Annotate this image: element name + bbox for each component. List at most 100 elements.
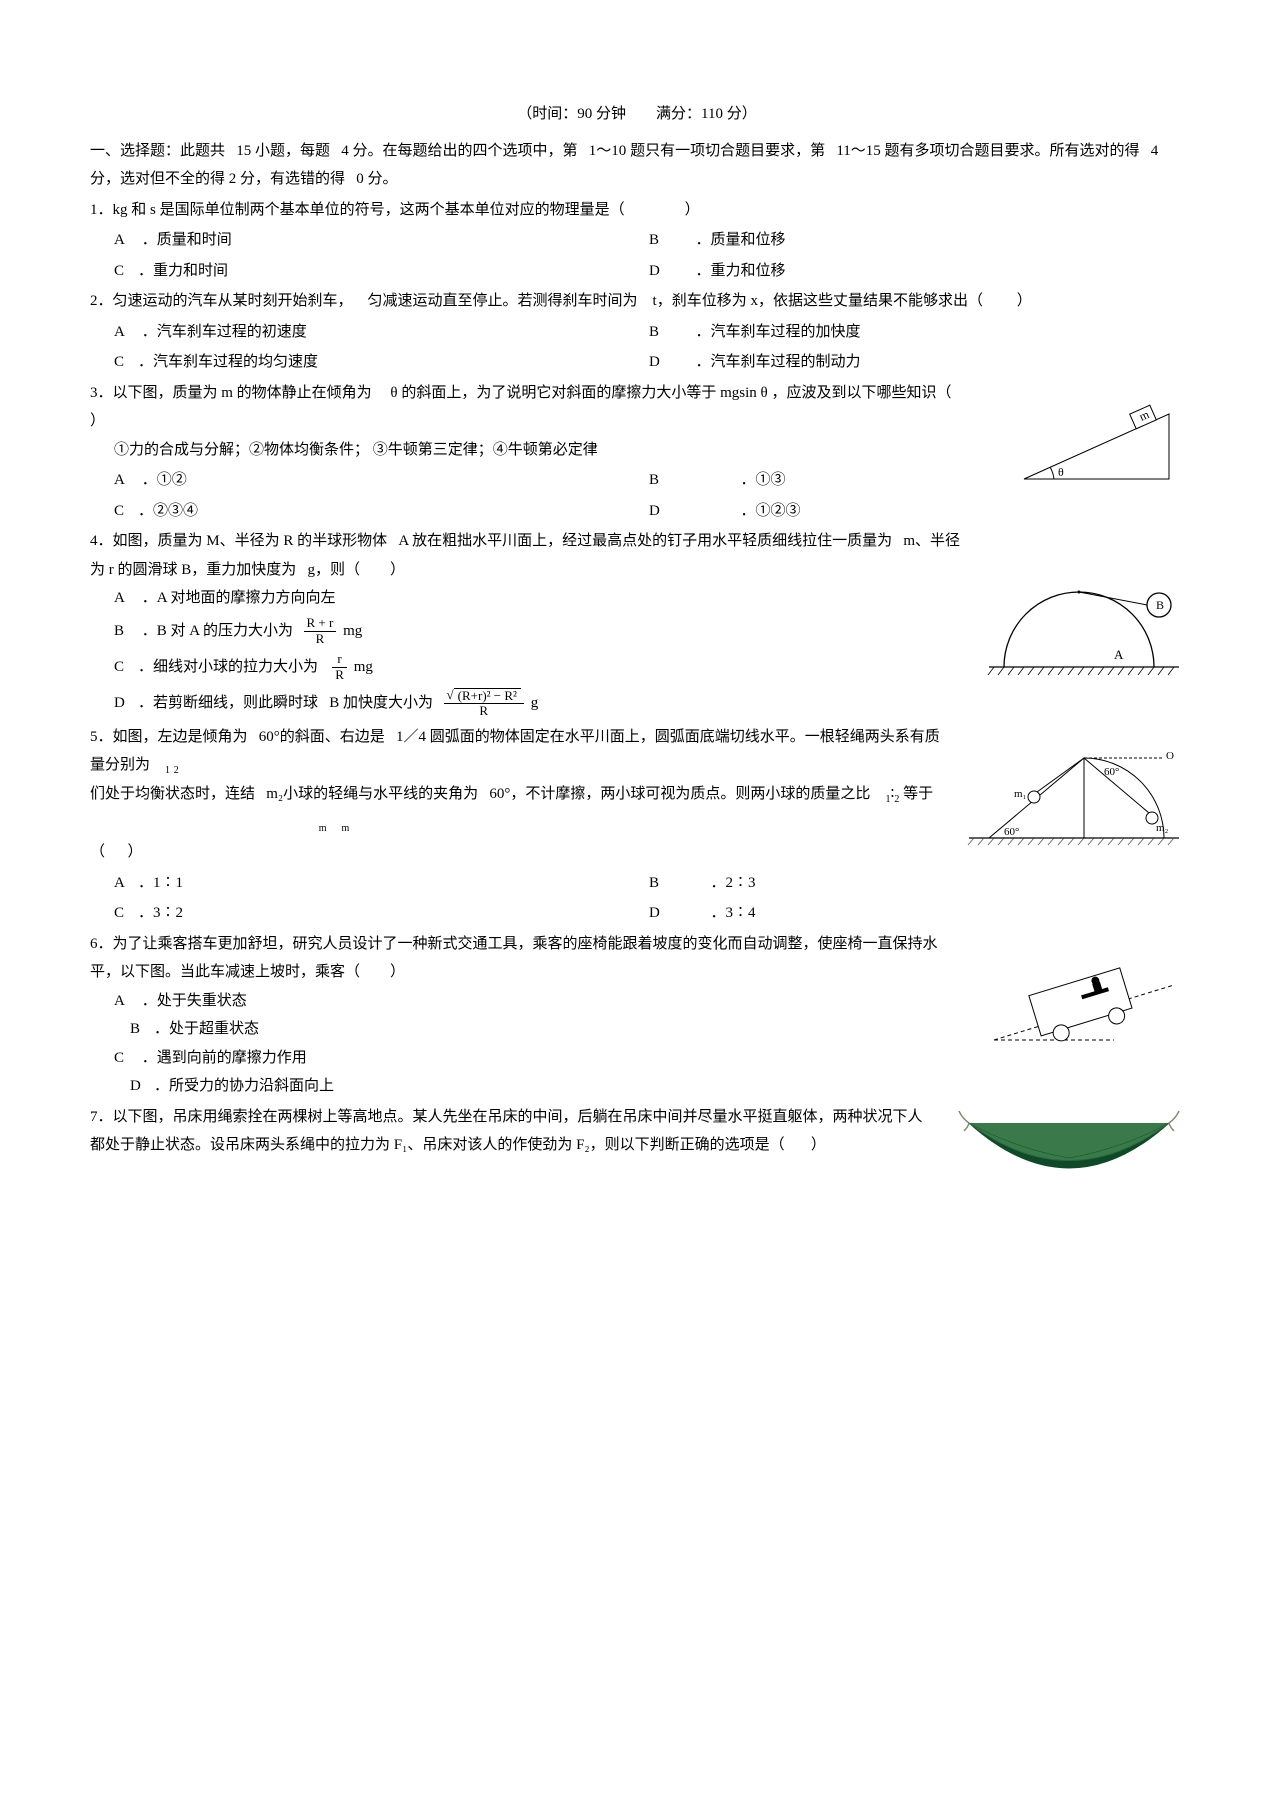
q3-B: ．①③: [741, 472, 786, 488]
q5-B: ．2∶3: [711, 875, 756, 891]
q2-B-label: B: [649, 318, 673, 347]
q5-text: m₂小球的轻绳与水平线的夹角为: [266, 786, 478, 802]
q5-paren-close: ）: [128, 844, 143, 860]
q3-C-label: C: [114, 497, 138, 526]
q4-A: ．A 对地面的摩擦力方向向左: [142, 590, 336, 606]
instr-text: 分。: [368, 171, 398, 187]
fig-m1: m₁: [1014, 788, 1027, 800]
time-value: 90: [577, 106, 592, 122]
q4-block: 4．如图，质量为 M、半径为 R 的半球形物体 A 放在粗拙水平川面上，经过最高…: [90, 527, 1184, 721]
q1-C-label: C: [114, 257, 138, 286]
q2-paren: ）: [1017, 293, 1032, 309]
sub1: 1: [165, 765, 170, 776]
q5-options-row2: C．3∶2 D ．3∶4: [90, 899, 1184, 928]
incline-diagram-icon: m θ: [1014, 399, 1184, 489]
sqrt-inner: (R+r)² − R²: [454, 688, 521, 703]
q5-C-label: C: [114, 899, 138, 928]
q7-text: 7．以下图，吊床用绳索拴在两棵树上等高地点。某人先坐在吊床的中间，后躺在吊床中间…: [90, 1109, 923, 1154]
fig-B-label: B: [1156, 598, 1164, 612]
instr-full: 4: [1151, 143, 1159, 159]
instr-range: 11～15: [836, 143, 880, 159]
q2-C: ．汽车刹车过程的均匀速度: [138, 354, 318, 370]
q3-D: ．①②③: [741, 503, 801, 519]
instr-count: 15: [236, 143, 251, 159]
q1-D-label: D: [649, 257, 673, 286]
instr-text: 题只有一项切合题目要求，第: [630, 143, 825, 159]
q1-stem: 1．kg 和 s 是国际单位制两个基本单位的符号，这两个基本单位对应的物理量是（…: [90, 196, 1184, 225]
q3-statements: ①力的合成与分解；②物体均衡条件； ③牛顿第三定律；④牛顿第必定律: [90, 436, 994, 465]
q5-A: ．1∶1: [138, 875, 183, 891]
q5-text: 5．如图，左边是倾角为: [90, 729, 248, 745]
q6-D: ．所受力的协力沿斜面向上: [154, 1078, 334, 1094]
q6-D-label: D: [130, 1072, 154, 1101]
exam-header: （时间：90 分钟 满分：110 分）: [90, 100, 1184, 129]
frac-num: R + r: [304, 616, 337, 631]
q5-text: 60°的斜面、右边是: [259, 729, 385, 745]
q4-B-fraction: R + rR: [304, 616, 337, 646]
vehicle-slope-diagram-icon: [984, 945, 1184, 1055]
instr-text: 分，选对但不全的得 2 分，有选错的得: [90, 171, 345, 187]
q4-D-post: g: [531, 695, 539, 711]
ratio2: 2: [894, 794, 899, 805]
q2-A-label: A: [114, 318, 138, 347]
q3-paren: ）: [90, 413, 105, 429]
sub2: 2: [174, 765, 179, 776]
q4-text: g，则（: [308, 562, 361, 578]
frac-den: R: [304, 632, 337, 646]
instr-range: 1～10: [589, 143, 627, 159]
q1-A: ．质量和时间: [142, 232, 232, 248]
q1-B-label: B: [649, 226, 673, 255]
q4-paren: ）: [390, 562, 405, 578]
q6-C: ．遇到向前的摩擦力作用: [142, 1050, 307, 1066]
fig-angle-a: 60°: [1004, 826, 1019, 838]
q1-A-label: A: [114, 226, 138, 255]
q4-C-post: mg: [354, 659, 373, 675]
q3-text: θ 的斜面上，为了说明它对斜面的摩擦力大小等于 mgsin θ ，应波及到以下哪…: [390, 385, 951, 401]
score-label: 满分：: [656, 106, 701, 122]
q7-block: 7．以下图，吊床用绳索拴在两棵树上等高地点。某人先坐在吊床的中间，后躺在吊床中间…: [90, 1103, 1184, 1160]
q5-options-row1: A．1∶1 B ．2∶3: [90, 869, 1184, 898]
fig-theta-label: θ: [1058, 465, 1064, 479]
q2-text: 2．匀速运动的汽车从某时刻开始刹车，: [90, 293, 353, 309]
instr-text: 小题，每题: [255, 143, 330, 159]
ratio1: 1: [885, 794, 890, 805]
q6-A-label: A: [114, 987, 138, 1016]
fig-O: O: [1166, 750, 1174, 762]
q5-eq: 等于: [903, 786, 933, 802]
q3-A-label: A: [114, 466, 138, 495]
q5-A-label: A: [114, 869, 138, 898]
time-label: （时间：: [517, 106, 577, 122]
q4-C-fraction: rR: [332, 652, 347, 682]
q1-D: ．重力和位移: [696, 263, 786, 279]
q2-A: ．汽车刹车过程的初速度: [142, 324, 307, 340]
q1-C: ．重力和时间: [138, 263, 228, 279]
q2-options-row2: C．汽车刹车过程的均匀速度 D ．汽车刹车过程的制动力: [90, 348, 1184, 377]
q2-stem: 2．匀速运动的汽车从某时刻开始刹车， 匀减速运动直至停止。若测得刹车时间为 t，…: [90, 287, 1184, 316]
q5-text: 们处于均衡状态时，连结: [90, 786, 255, 802]
q6-C-label: C: [114, 1044, 138, 1073]
frac-den: R: [332, 668, 347, 682]
q4-D-mid: B 加快度大小为: [329, 695, 433, 711]
q7-paren: ）: [811, 1137, 826, 1153]
q4-D-pre: ．若剪断细线，则此瞬时球: [138, 695, 318, 711]
q5-block: 5．如图，左边是倾角为 60°的斜面、右边是 1／4 圆弧面的物体固定在水平川面…: [90, 723, 1184, 867]
q4-B-pre: ．B 对 A 的压力大小为: [142, 623, 293, 639]
q4-B-label: B: [114, 613, 138, 649]
q3-block: 3．以下图，质量为 m 的物体静止在倾角为 θ 的斜面上，为了说明它对斜面的摩擦…: [90, 379, 1184, 465]
instr-text: 一、选择题：此题共: [90, 143, 225, 159]
fig-m2: m₂: [1156, 822, 1169, 834]
q2-D: ．汽车刹车过程的制动力: [696, 354, 861, 370]
q4-D-label: D: [114, 685, 138, 721]
q6-B-label: B: [130, 1015, 154, 1044]
instr-per: 4: [341, 143, 349, 159]
q6-A: ．处于失重状态: [142, 993, 247, 1009]
q6-text: 6．为了让乘客搭车更加舒坦，研究人员设计了一种新式交通工具，乘客的座椅能跟着坡度…: [90, 936, 938, 981]
frac-num: r: [332, 652, 347, 667]
q5-D: ．3∶4: [711, 905, 756, 921]
hammock-diagram-icon: [954, 1103, 1184, 1213]
section-instructions: 一、选择题：此题共 15 小题，每题 4 分。在每题给出的四个选项中，第 1～1…: [90, 137, 1184, 194]
q1-options-row2: C．重力和时间 D ．重力和位移: [90, 257, 1184, 286]
fig-angle-b: 60°: [1104, 766, 1119, 778]
q4-D-fraction: √(R+r)² − R² R: [444, 688, 524, 719]
q5-B-label: B: [649, 869, 673, 898]
